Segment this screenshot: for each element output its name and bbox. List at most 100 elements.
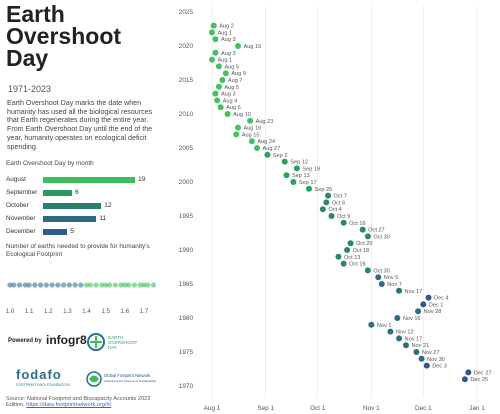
data-point[interactable] — [359, 226, 366, 233]
data-point[interactable] — [394, 315, 401, 321]
earth-overshoot-day-logo[interactable]: EARTH OVERSHOOT DAY — [86, 330, 158, 354]
data-point[interactable] — [305, 185, 312, 192]
svg-text:EARTH: EARTH — [108, 335, 124, 340]
earths-dot — [131, 282, 138, 288]
data-point[interactable] — [364, 233, 371, 240]
data-label: Oct 6 — [332, 200, 345, 206]
data-point[interactable] — [217, 104, 224, 111]
y-tick-label: 2025 — [179, 9, 194, 16]
data-label: Sep 26 — [314, 187, 332, 193]
month-bar-label: October — [6, 202, 29, 209]
data-label: Nov 5 — [384, 275, 399, 281]
earths-strip-chart: 1.0 1.1 1.2 1.3 1.4 1.5 1.6 1.7 — [6, 282, 156, 315]
data-point[interactable] — [420, 301, 427, 308]
x-tick-label: Aug 1 — [204, 405, 221, 412]
data-point[interactable] — [364, 267, 371, 274]
data-point[interactable] — [378, 281, 385, 287]
data-point[interactable] — [254, 145, 261, 151]
earths-chart-subtitle: Number of earths needed to provide for h… — [6, 243, 150, 258]
data-label: Sep 17 — [299, 180, 317, 186]
month-bar-label: December — [6, 228, 36, 235]
data-point[interactable] — [347, 240, 354, 247]
data-label: Aug 6 — [226, 105, 241, 111]
data-label: Oct 30 — [373, 268, 389, 274]
y-tick-label: 2010 — [179, 111, 194, 118]
data-label: Aug 16 — [243, 126, 261, 132]
data-point[interactable] — [215, 83, 222, 90]
data-point[interactable] — [418, 355, 425, 362]
data-point[interactable] — [209, 29, 215, 36]
data-point[interactable] — [234, 43, 241, 49]
data-point[interactable] — [415, 308, 422, 315]
earths-dot — [87, 282, 93, 288]
data-label: Oct 13 — [344, 255, 360, 261]
data-point[interactable] — [387, 328, 394, 335]
month-bar — [43, 216, 97, 222]
data-point[interactable] — [344, 247, 351, 253]
data-point[interactable] — [222, 70, 229, 77]
data-point[interactable] — [402, 342, 409, 349]
earths-dot — [137, 282, 143, 288]
data-point[interactable] — [465, 369, 472, 376]
data-point[interactable] — [283, 172, 290, 179]
data-label: Nov 21 — [411, 343, 429, 349]
data-point[interactable] — [290, 179, 297, 185]
data-label: Dec 25 — [470, 377, 488, 383]
y-tick-label: 1995 — [179, 213, 194, 220]
data-point[interactable] — [215, 63, 222, 70]
global-footprint-network-logo[interactable]: Global Footprint Network Advancing the S… — [86, 366, 158, 392]
month-bar-row: December 5 — [6, 226, 154, 239]
data-label: Aug 27 — [263, 146, 281, 152]
data-label: Sep 13 — [292, 173, 310, 179]
data-label: Nov 1 — [377, 323, 392, 329]
data-label: Nov 27 — [422, 350, 440, 356]
data-point[interactable] — [461, 376, 468, 383]
data-point[interactable] — [210, 22, 217, 29]
data-point[interactable] — [219, 77, 226, 83]
data-point[interactable] — [224, 111, 231, 117]
data-point[interactable] — [328, 213, 335, 219]
data-point[interactable] — [340, 219, 347, 226]
data-label: Oct 27 — [368, 228, 384, 234]
month-bar-label: September — [6, 189, 38, 196]
data-point[interactable] — [248, 138, 255, 145]
data-point[interactable] — [335, 253, 342, 260]
fodafo-logo[interactable]: fodafo — [16, 367, 62, 382]
data-point[interactable] — [368, 321, 375, 328]
earths-tick-label: 1.0 — [6, 308, 15, 315]
data-point[interactable] — [234, 124, 241, 131]
data-point[interactable] — [264, 151, 271, 158]
x-tick-label: Sep 1 — [257, 405, 274, 412]
data-point[interactable] — [423, 362, 430, 369]
source-link[interactable]: https://data.footprintnetwork.org/#/ — [26, 402, 112, 409]
data-point[interactable] — [281, 158, 288, 165]
data-label: Oct 16 — [349, 221, 365, 227]
data-point[interactable] — [212, 49, 219, 56]
data-point[interactable] — [212, 36, 219, 43]
earths-dot — [66, 282, 72, 288]
data-point[interactable] — [425, 294, 432, 301]
data-point[interactable] — [209, 56, 215, 63]
data-point[interactable] — [375, 274, 382, 281]
data-point[interactable] — [319, 206, 326, 213]
earths-tick-label: 1.3 — [63, 308, 72, 315]
data-point[interactable] — [233, 131, 240, 138]
data-point[interactable] — [212, 90, 219, 97]
data-point[interactable] — [247, 117, 254, 124]
data-point[interactable] — [214, 97, 221, 104]
data-label: Aug 3 — [221, 92, 236, 98]
data-point[interactable] — [396, 287, 403, 294]
data-point[interactable] — [340, 260, 347, 267]
earths-dot — [16, 282, 23, 288]
earths-dot — [122, 282, 128, 288]
data-point[interactable] — [325, 192, 332, 199]
earths-dot — [126, 282, 132, 288]
month-bar — [43, 203, 102, 209]
data-point[interactable] — [293, 165, 300, 172]
data-label: Aug 9 — [231, 71, 246, 77]
earths-tick-label: 1.2 — [44, 308, 53, 315]
infogr8-logo[interactable]: infogr8 — [46, 333, 87, 347]
data-point[interactable] — [323, 199, 330, 206]
data-point[interactable] — [396, 335, 403, 342]
data-point[interactable] — [413, 349, 420, 355]
